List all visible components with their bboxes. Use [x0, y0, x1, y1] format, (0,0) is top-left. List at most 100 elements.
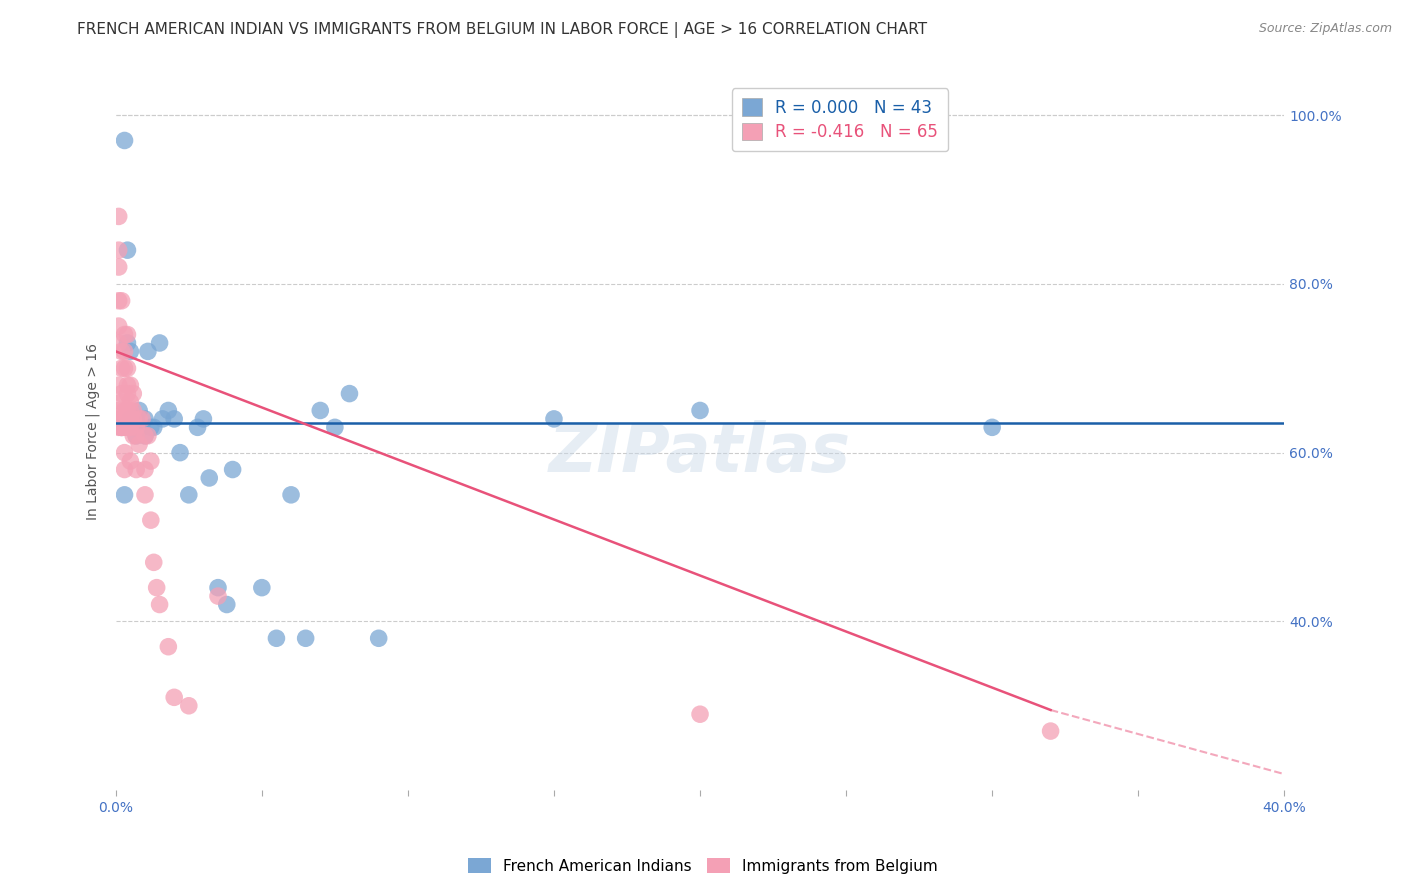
Point: [117, 420, 139, 434]
Point: [120, 454, 142, 468]
Point: [139, 513, 162, 527]
Point: [122, 412, 145, 426]
Point: [339, 386, 361, 401]
Point: [280, 488, 302, 502]
Point: [543, 412, 565, 426]
Point: [107, 412, 129, 426]
Point: [117, 412, 139, 426]
Point: [110, 395, 132, 409]
Point: [117, 335, 139, 350]
Point: [157, 640, 180, 654]
Point: [134, 462, 156, 476]
Point: [250, 581, 273, 595]
Point: [110, 293, 132, 308]
Point: [114, 462, 136, 476]
Point: [107, 210, 129, 224]
Point: [122, 403, 145, 417]
Point: [981, 420, 1004, 434]
Point: [110, 344, 132, 359]
Point: [163, 412, 186, 426]
Point: [142, 420, 165, 434]
Point: [139, 454, 162, 468]
Point: [117, 386, 139, 401]
Point: [107, 260, 129, 274]
Point: [177, 488, 200, 502]
Point: [323, 420, 346, 434]
Point: [309, 403, 332, 417]
Point: [169, 445, 191, 459]
Point: [120, 403, 142, 417]
Point: [689, 707, 711, 722]
Point: [1039, 724, 1062, 739]
Point: [107, 243, 129, 257]
Text: Source: ZipAtlas.com: Source: ZipAtlas.com: [1258, 22, 1392, 36]
Point: [128, 412, 150, 426]
Point: [120, 395, 142, 409]
Point: [117, 361, 139, 376]
Point: [117, 327, 139, 342]
Point: [114, 133, 136, 147]
Point: [114, 344, 136, 359]
Point: [114, 412, 136, 426]
Point: [134, 412, 156, 426]
Point: [145, 581, 167, 595]
Point: [134, 429, 156, 443]
Point: [125, 429, 148, 443]
Point: [221, 462, 243, 476]
Point: [215, 598, 238, 612]
Point: [367, 632, 389, 646]
Point: [120, 420, 142, 434]
Point: [117, 243, 139, 257]
Point: [136, 429, 159, 443]
Text: ZIPatlas: ZIPatlas: [548, 420, 851, 486]
Point: [131, 420, 153, 434]
Point: [120, 412, 142, 426]
Y-axis label: In Labor Force | Age > 16: In Labor Force | Age > 16: [86, 343, 100, 520]
Point: [142, 555, 165, 569]
Point: [198, 471, 221, 485]
Point: [110, 420, 132, 434]
Text: FRENCH AMERICAN INDIAN VS IMMIGRANTS FROM BELGIUM IN LABOR FORCE | AGE > 16 CORR: FRENCH AMERICAN INDIAN VS IMMIGRANTS FRO…: [77, 22, 928, 38]
Point: [120, 344, 142, 359]
Point: [107, 293, 129, 308]
Point: [125, 429, 148, 443]
Point: [114, 327, 136, 342]
Point: [163, 690, 186, 705]
Point: [207, 589, 229, 603]
Legend: R = 0.000   N = 43, R = -0.416   N = 65: R = 0.000 N = 43, R = -0.416 N = 65: [733, 88, 949, 152]
Point: [107, 378, 129, 392]
Point: [110, 361, 132, 376]
Point: [122, 429, 145, 443]
Point: [120, 378, 142, 392]
Point: [131, 412, 153, 426]
Point: [107, 319, 129, 334]
Point: [134, 429, 156, 443]
Point: [177, 698, 200, 713]
Point: [689, 403, 711, 417]
Point: [152, 412, 174, 426]
Point: [128, 420, 150, 434]
Point: [134, 488, 156, 502]
Point: [157, 403, 180, 417]
Point: [207, 581, 229, 595]
Point: [122, 412, 145, 426]
Point: [110, 420, 132, 434]
Legend: French American Indians, Immigrants from Belgium: French American Indians, Immigrants from…: [463, 852, 943, 880]
Point: [122, 386, 145, 401]
Point: [125, 412, 148, 426]
Point: [114, 488, 136, 502]
Point: [110, 412, 132, 426]
Point: [107, 420, 129, 434]
Point: [294, 632, 316, 646]
Point: [120, 412, 142, 426]
Point: [110, 420, 132, 434]
Point: [114, 361, 136, 376]
Point: [125, 420, 148, 434]
Point: [193, 412, 215, 426]
Point: [117, 403, 139, 417]
Point: [136, 344, 159, 359]
Point: [139, 420, 162, 434]
Point: [120, 412, 142, 426]
Point: [110, 420, 132, 434]
Point: [266, 632, 288, 646]
